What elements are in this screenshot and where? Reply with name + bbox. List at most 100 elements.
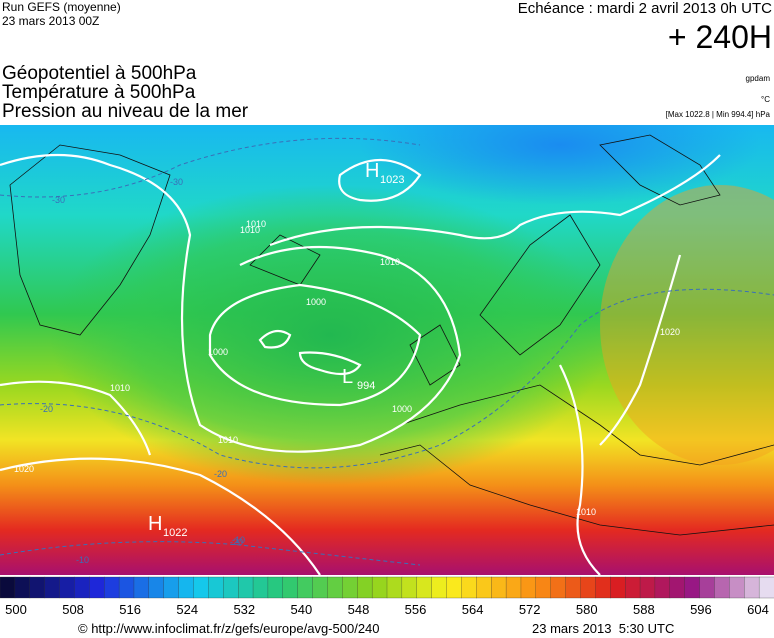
isotherm-label: -20 bbox=[40, 404, 53, 414]
colorbar-swatch bbox=[699, 576, 715, 599]
colorbar-swatch bbox=[252, 576, 269, 599]
horizon: + 240H bbox=[667, 19, 772, 55]
colorbar-label: 500 bbox=[5, 602, 27, 617]
footer-url: © http://www.infoclimat.fr/z/gefs/europe… bbox=[78, 621, 380, 636]
isobar-label: 1000 bbox=[392, 404, 412, 414]
coastlines bbox=[9, 134, 774, 536]
colorbar-swatch bbox=[684, 576, 701, 599]
colorbar-swatch bbox=[267, 576, 284, 599]
colorbar-swatch bbox=[416, 576, 433, 599]
isobar-label: 1020 bbox=[14, 464, 34, 474]
field: Géopotentiel à 500hPa bbox=[2, 63, 197, 84]
isobar-label: 1010 bbox=[380, 257, 400, 267]
colorbar-swatch bbox=[0, 576, 16, 599]
colorbar-swatch bbox=[297, 576, 314, 599]
isobar-label: 1010 bbox=[246, 219, 266, 229]
colorbar-swatch bbox=[625, 576, 641, 599]
colorbar-swatch bbox=[29, 576, 46, 599]
colorbar-swatch bbox=[565, 576, 581, 599]
colorbar-swatch bbox=[342, 576, 358, 599]
isobar-label: 1010 bbox=[218, 435, 238, 445]
colorbar-swatch bbox=[610, 576, 626, 599]
isotherm-label: -30 bbox=[52, 195, 65, 205]
colorbar-label: 540 bbox=[291, 602, 313, 617]
colorbar-swatch bbox=[104, 576, 120, 599]
colorbar-swatch bbox=[520, 576, 537, 599]
colorbar-swatch bbox=[357, 576, 373, 599]
colorbar-swatch bbox=[446, 576, 462, 599]
colorbar-label: 508 bbox=[62, 602, 84, 617]
colorbar-label: 556 bbox=[405, 602, 427, 617]
footer-time: 23 mars 2013 5:30 UTC bbox=[532, 621, 675, 636]
colorbar-swatch bbox=[148, 576, 165, 599]
isobar-label: 1010 bbox=[240, 225, 260, 235]
colorbar-swatch bbox=[223, 576, 239, 599]
echeance: Echéance : mardi 2 avril 2013 0h UTC bbox=[517, 0, 772, 17]
center-letter: H bbox=[148, 513, 162, 535]
run-date: 23 mars 2013 00Z bbox=[2, 14, 100, 28]
colorbar-label: 596 bbox=[690, 602, 712, 617]
colorbar-swatch bbox=[312, 576, 328, 599]
colorbar-swatch bbox=[44, 576, 60, 599]
field-shading bbox=[600, 185, 774, 465]
isotherm-label: -20 bbox=[230, 537, 243, 547]
colorbar-swatch bbox=[59, 576, 75, 599]
run-name: Run GEFS (moyenne) bbox=[2, 0, 121, 14]
colorbar-swatch bbox=[550, 576, 567, 599]
center-pressure: 1023 bbox=[380, 174, 404, 186]
colorbar-label: 580 bbox=[576, 602, 598, 617]
isobar-label: 1010 bbox=[576, 507, 596, 517]
colorbar-swatch bbox=[654, 576, 671, 599]
field: Pression au niveau de la mer bbox=[2, 101, 249, 122]
isotherms bbox=[0, 137, 774, 566]
isobar-label: 1010 bbox=[110, 383, 130, 393]
colorbar-label: 564 bbox=[462, 602, 484, 617]
colorbar-swatch bbox=[89, 576, 105, 599]
colorbar-label: 548 bbox=[348, 602, 370, 617]
isobar-label: 1000 bbox=[208, 347, 228, 357]
colorbar-swatch bbox=[639, 576, 656, 599]
colorbar-label: 532 bbox=[233, 602, 255, 617]
colorbar-swatch bbox=[238, 576, 254, 599]
colorbar-swatch bbox=[14, 576, 31, 599]
colorbar-swatch bbox=[386, 576, 403, 599]
colorbar-swatch bbox=[505, 576, 522, 599]
colorbar-label: 588 bbox=[633, 602, 655, 617]
colorbar-label: 604 bbox=[747, 602, 769, 617]
colorbar: 500 508 516 524 532 540 548 556 564 572 580 588 596 6… bbox=[0, 576, 774, 617]
isotherm-label: -10 bbox=[76, 555, 89, 565]
colorbar-swatch bbox=[118, 576, 135, 599]
colorbar-swatch bbox=[371, 576, 388, 599]
isotherm-label: -30 bbox=[170, 177, 183, 187]
unit: gpdam bbox=[745, 74, 770, 83]
colorbar-swatch bbox=[282, 576, 299, 599]
colorbar-swatch bbox=[327, 576, 343, 599]
colorbar-swatch bbox=[476, 576, 492, 599]
colorbar-label: 524 bbox=[176, 602, 198, 617]
isotherm-label: -20 bbox=[214, 469, 227, 479]
colorbar-swatch bbox=[744, 576, 760, 599]
colorbar-swatch bbox=[580, 576, 596, 599]
isobar-label: 1000 bbox=[306, 297, 326, 307]
colorbar-swatch bbox=[461, 576, 477, 599]
field: Température à 500hPa bbox=[2, 82, 196, 103]
colorbar-swatch bbox=[133, 576, 150, 599]
unit: [Max 1022.8 | Min 994.4] hPa bbox=[665, 110, 770, 119]
center-pressure: 1022 bbox=[163, 527, 187, 539]
colorbar-swatch bbox=[208, 576, 224, 599]
colorbar-swatch bbox=[669, 576, 686, 599]
colorbar-swatch bbox=[401, 576, 418, 599]
colorbar-swatch bbox=[758, 576, 774, 599]
isobar-label: 1020 bbox=[660, 327, 680, 337]
colorbar-swatch bbox=[193, 576, 209, 599]
colorbar-swatch bbox=[163, 576, 180, 599]
colorbar-swatch bbox=[595, 576, 611, 599]
center-letter: L bbox=[342, 366, 353, 388]
colorbar-label: 516 bbox=[119, 602, 141, 617]
colorbar-swatch bbox=[431, 576, 447, 599]
colorbar-swatch bbox=[729, 576, 745, 599]
colorbar-label: 572 bbox=[519, 602, 541, 617]
field-shading bbox=[50, 185, 610, 485]
